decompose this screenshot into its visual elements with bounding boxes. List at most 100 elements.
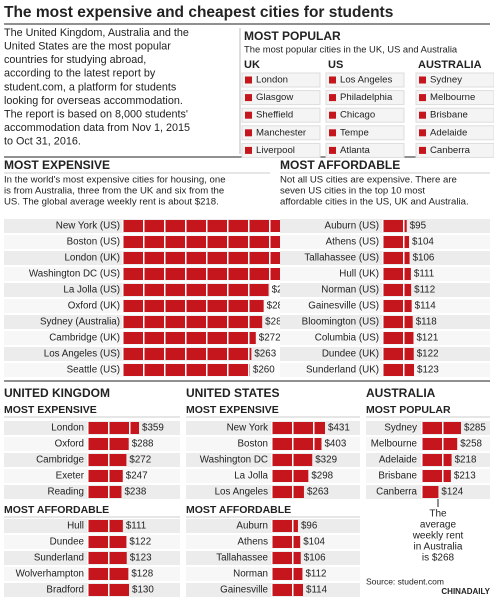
value-label: $121 xyxy=(416,333,438,344)
category-label: Seattle (US) xyxy=(67,365,120,376)
city-bullet xyxy=(329,111,336,119)
note-line: is $268 xyxy=(422,553,455,564)
bar xyxy=(382,348,414,360)
bar xyxy=(87,486,122,498)
bar xyxy=(87,536,127,548)
bar xyxy=(271,422,325,434)
bar xyxy=(382,316,413,328)
category-label: Sydney xyxy=(384,423,417,434)
category-label: Washington DC xyxy=(200,455,268,466)
bar xyxy=(87,520,123,532)
intro-line: The United Kingdom, Australia and the xyxy=(4,27,189,39)
bar xyxy=(271,454,313,466)
value-label: $272 xyxy=(259,333,281,344)
city-bullet xyxy=(419,94,426,102)
value-label: $106 xyxy=(413,253,435,264)
city-bullet xyxy=(245,129,252,137)
bar xyxy=(382,332,414,344)
value-label: $104 xyxy=(412,237,434,248)
value-label: $124 xyxy=(441,487,463,498)
intro-line: student.com, a platform for students xyxy=(4,81,177,93)
credit: CHINADAILY xyxy=(441,587,490,596)
bar xyxy=(87,584,129,596)
city-box xyxy=(241,125,321,141)
value-label: $112 xyxy=(414,285,435,296)
value-label: $285 xyxy=(464,423,486,434)
column-header: AUSTRALIA xyxy=(418,59,482,71)
chart-title: MOST EXPENSIVE xyxy=(186,404,279,416)
city-box xyxy=(325,72,405,88)
city-name: Canberra xyxy=(430,145,471,156)
bar xyxy=(382,364,414,376)
city-box xyxy=(325,142,405,158)
city-bullet xyxy=(245,76,252,84)
section-title: UNITED KINGDOM xyxy=(4,386,110,400)
chart-subtitle: Not all US cities are expensive. There a… xyxy=(280,175,457,186)
category-label: Sydney (Australia) xyxy=(40,317,120,328)
city-bullet xyxy=(245,94,252,102)
category-label: Los Angeles (US) xyxy=(44,349,120,360)
bar xyxy=(382,268,411,280)
section-title: UNITED STATES xyxy=(186,386,280,400)
source: Source: student.com xyxy=(366,576,444,586)
city-name: Glasgow xyxy=(256,92,293,103)
value-label: $263 xyxy=(307,487,329,498)
value-label: $431 xyxy=(328,423,350,434)
note-line: The xyxy=(429,509,447,520)
category-label: Athens (US) xyxy=(326,237,379,248)
intro-line: countries for studying abroad, xyxy=(4,54,146,66)
category-label: Brisbane xyxy=(378,471,417,482)
bar xyxy=(421,486,439,498)
value-label: $247 xyxy=(126,471,148,482)
city-box xyxy=(241,90,321,106)
category-label: Exeter xyxy=(56,471,85,482)
intro-line: accommodation data from Nov 1, 2015 xyxy=(4,122,190,134)
intro-line: to Oct 31, 2016. xyxy=(4,136,81,148)
city-box xyxy=(325,90,405,106)
city-box xyxy=(415,72,494,88)
category-label: Dundee xyxy=(50,537,85,548)
category-label: Tallahassee xyxy=(216,553,268,564)
value-label: $329 xyxy=(315,455,337,466)
column-header: US xyxy=(328,59,343,71)
value-label: $122 xyxy=(129,537,151,548)
value-label: $95 xyxy=(410,221,427,232)
bar xyxy=(271,552,301,564)
category-label: Hull (UK) xyxy=(339,269,379,280)
city-name: Adelaide xyxy=(430,127,467,138)
value-label: $123 xyxy=(130,553,152,564)
note-line: in Australia xyxy=(414,542,463,553)
city-name: Los Angeles xyxy=(340,75,392,86)
category-label: Cambridge xyxy=(36,455,84,466)
value-label: $213 xyxy=(454,471,476,482)
category-label: Adelaide xyxy=(379,455,418,466)
value-label: $130 xyxy=(132,585,154,596)
category-label: Washington DC (US) xyxy=(29,269,120,280)
category-label: Dundee (UK) xyxy=(322,349,379,360)
value-label: $96 xyxy=(301,521,318,532)
intro-line: according to the latest report by xyxy=(4,68,156,80)
city-name: London xyxy=(256,75,288,86)
bar xyxy=(122,236,321,248)
bar xyxy=(382,300,412,312)
value-label: $111 xyxy=(126,521,146,532)
city-name: Philadelphia xyxy=(340,92,393,103)
section-title: AUSTRALIA xyxy=(366,386,436,400)
city-name: Sydney xyxy=(430,75,462,86)
category-label: Melbourne xyxy=(371,439,418,450)
city-name: Liverpool xyxy=(256,145,295,156)
bar xyxy=(122,300,264,312)
city-box xyxy=(325,107,405,123)
category-label: Columbia (US) xyxy=(315,333,379,344)
value-label: $288 xyxy=(267,301,289,312)
category-label: La Jolla (US) xyxy=(63,285,120,296)
bar xyxy=(122,316,263,328)
category-label: Athens xyxy=(237,537,268,548)
city-box xyxy=(241,107,321,123)
city-box xyxy=(415,142,494,158)
value-label: $122 xyxy=(417,349,439,360)
chart-subtitle: In the world's most expensive cities for… xyxy=(4,175,226,186)
bar xyxy=(271,520,298,532)
category-label: Cambridge (UK) xyxy=(49,333,120,344)
